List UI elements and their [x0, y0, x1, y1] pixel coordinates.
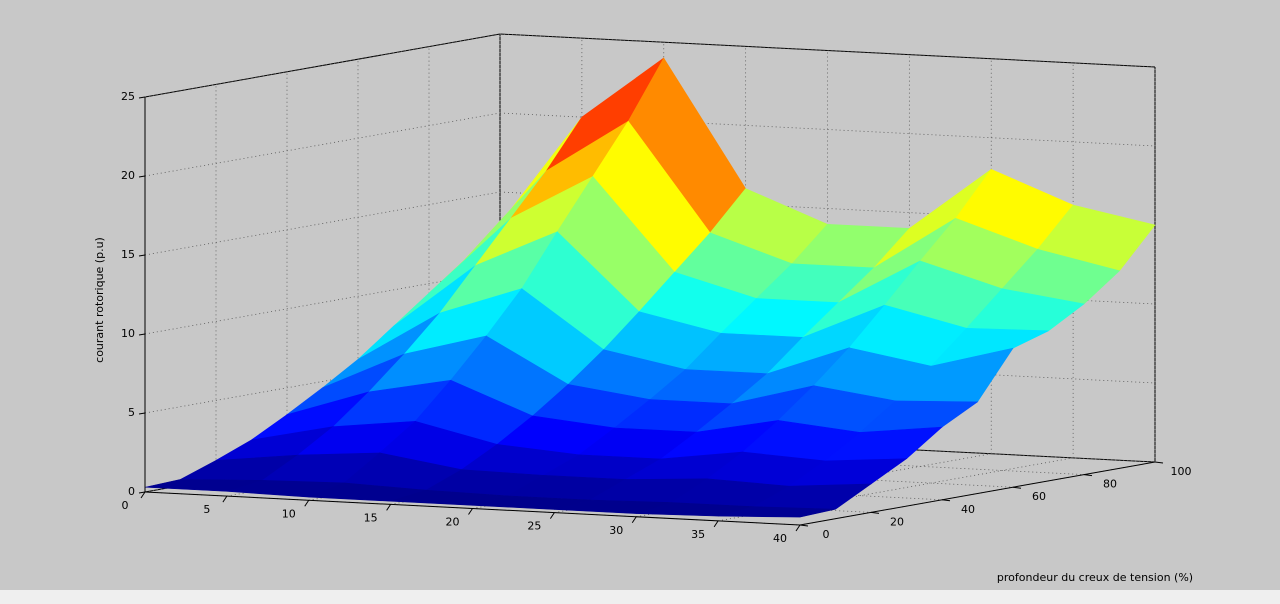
- x-tick-label: 10: [282, 507, 296, 520]
- z-tick-label: 15: [121, 248, 135, 261]
- z-tick-label: 10: [121, 327, 135, 340]
- y-tick-label: 80: [1103, 478, 1117, 491]
- x-tick: [795, 524, 801, 532]
- window-bottom: [0, 590, 1280, 604]
- z-tick: [138, 333, 146, 336]
- x-tick-label: 5: [203, 503, 210, 516]
- y-tick: [1083, 474, 1093, 477]
- y-axis-label: profondeur du creux de tension (%): [997, 571, 1193, 584]
- x-tick-label: 30: [609, 524, 623, 537]
- y-tick: [799, 524, 809, 527]
- x-tick-label: 40: [773, 532, 787, 545]
- grid-line: [144, 33, 501, 98]
- z-tick: [138, 175, 146, 178]
- z-tick: [138, 491, 146, 494]
- grid-line: [144, 270, 501, 335]
- x-tick-label: 25: [527, 520, 541, 533]
- x-tick: [140, 491, 146, 499]
- surface-patch: [718, 506, 836, 518]
- z-tick-label: 20: [121, 169, 135, 182]
- x-tick-label: 35: [691, 528, 705, 541]
- x-tick-label: 15: [364, 511, 378, 524]
- x-tick-label: 0: [122, 499, 129, 512]
- y-axis: [799, 461, 1156, 526]
- x-tick: [386, 504, 392, 511]
- y-tick-label: 20: [890, 515, 904, 528]
- z-tick: [138, 254, 146, 257]
- y-tick-label: 100: [1171, 465, 1192, 478]
- y-tick: [1154, 461, 1164, 464]
- y-tick: [941, 499, 951, 502]
- y-tick: [1012, 486, 1022, 489]
- x-tick: [549, 512, 555, 519]
- z-tick-label: 25: [121, 90, 135, 103]
- z-tick-label: 5: [128, 406, 135, 419]
- y-tick-label: 40: [961, 503, 975, 516]
- z-tick-label: 0: [128, 485, 135, 498]
- grid-line: [144, 191, 501, 256]
- y-tick: [870, 511, 880, 514]
- x-tick: [713, 520, 719, 528]
- z-axis-label: courant rotorique (p.u): [93, 237, 106, 363]
- x-tick: [631, 516, 637, 524]
- x-tick: [468, 508, 473, 515]
- y-tick-label: 0: [823, 528, 830, 541]
- z-tick: [138, 412, 146, 415]
- y-tick-label: 60: [1032, 490, 1046, 503]
- box-edge: [499, 33, 1156, 68]
- x-tick-label: 20: [446, 516, 460, 529]
- grid-line: [144, 112, 501, 177]
- x-tick: [222, 495, 228, 503]
- z-tick: [138, 96, 146, 99]
- x-tick: [304, 499, 310, 507]
